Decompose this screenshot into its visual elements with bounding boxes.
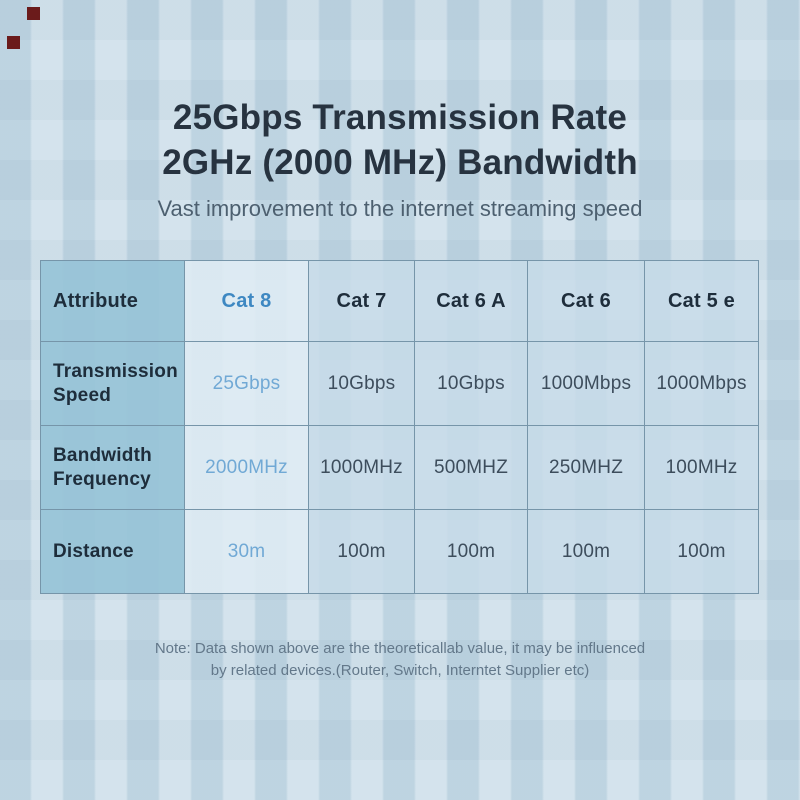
table-corner-header: Attribute [41, 261, 185, 342]
cell-distance-cat7: 100m [309, 510, 415, 593]
cell-bandwidth-frequency-cat7: 1000MHz [309, 426, 415, 510]
cable-comparison-table: Attribute Cat 8 Cat 7 Cat 6 A Cat 6 Cat … [40, 260, 759, 594]
red-marker-square-left [7, 36, 20, 49]
column-header-cat7: Cat 7 [309, 261, 415, 342]
page-title: 25Gbps Transmission Rate 2GHz (2000 MHz)… [0, 95, 800, 185]
title-line-2: 2GHz (2000 MHz) Bandwidth [162, 143, 638, 183]
cell-distance-cat8: 30m [185, 510, 309, 593]
red-marker-square-top [27, 7, 40, 20]
row-label-transmission-speed: Transmission Speed [41, 342, 185, 426]
cell-distance-cat6a: 100m [415, 510, 528, 593]
column-header-cat5e: Cat 5 e [645, 261, 758, 342]
column-header-cat6a: Cat 6 A [415, 261, 528, 342]
footnote-line-1: Note: Data shown above are the theoretic… [154, 640, 646, 657]
cell-bandwidth-frequency-cat6a: 500MHZ [415, 426, 528, 510]
cell-transmission-speed-cat8: 25Gbps [185, 342, 309, 426]
footnote-line-2: by related devices.(Router, Switch, Inte… [210, 662, 590, 679]
cell-transmission-speed-cat7: 10Gbps [309, 342, 415, 426]
row-label-distance: Distance [41, 510, 185, 593]
column-header-cat6: Cat 6 [528, 261, 645, 342]
title-line-1: 25Gbps Transmission Rate [172, 98, 628, 138]
page-subtitle: Vast improvement to the internet streami… [157, 196, 643, 221]
cell-bandwidth-frequency-cat5e: 100MHz [645, 426, 758, 510]
cell-bandwidth-frequency-cat6: 250MHZ [528, 426, 645, 510]
cell-transmission-speed-cat6a: 10Gbps [415, 342, 528, 426]
footnote: Note: Data shown above are the theoretic… [0, 638, 800, 682]
column-header-cat8: Cat 8 [185, 261, 309, 342]
cell-bandwidth-frequency-cat8: 2000MHz [185, 426, 309, 510]
cell-distance-cat6: 100m [528, 510, 645, 593]
cell-transmission-speed-cat5e: 1000Mbps [645, 342, 758, 426]
row-label-bandwidth-frequency: Bandwidth Frequency [41, 426, 185, 510]
cell-distance-cat5e: 100m [645, 510, 758, 593]
cell-transmission-speed-cat6: 1000Mbps [528, 342, 645, 426]
